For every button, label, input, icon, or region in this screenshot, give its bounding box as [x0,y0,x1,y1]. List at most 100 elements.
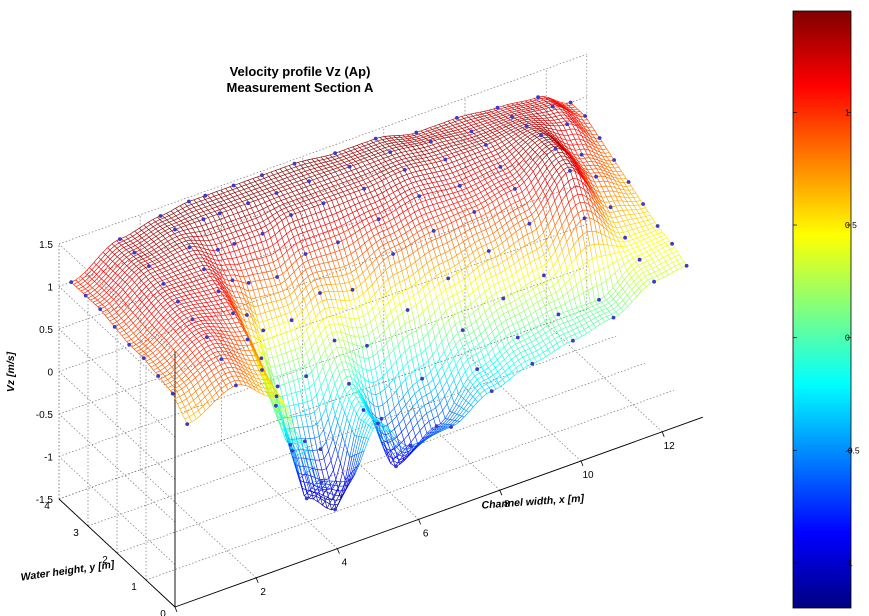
mesh-line [224,362,228,368]
mesh-line [290,230,294,238]
mesh-line [204,313,208,317]
mesh-line [312,289,316,297]
mesh-line [209,205,213,209]
mesh-line [539,105,542,108]
mesh-line [381,348,385,361]
mesh-line [213,388,217,393]
mesh-line [251,231,255,237]
mesh-line [511,255,515,264]
mesh-line [362,161,366,166]
mesh-line [275,170,279,174]
mesh-line [403,226,407,233]
mesh-line [483,237,487,245]
mesh-line [574,139,578,145]
mesh-line [332,244,336,253]
mesh-line [255,196,259,200]
mesh-line [276,202,280,207]
mesh-line [289,180,293,184]
mesh-line [276,355,280,366]
mesh-line [414,212,418,219]
mesh-line [588,137,592,142]
mesh-line [361,195,365,202]
mesh-line [284,181,288,186]
mesh-line [460,158,464,164]
mesh-line [451,139,454,143]
mesh-line [288,258,293,266]
mesh-line [602,149,605,154]
mesh-line [184,211,188,215]
mesh-line [493,184,497,189]
mesh-line [313,161,317,165]
mesh-line [417,422,421,431]
mesh-line [242,354,246,360]
mesh-line [492,201,496,209]
mesh-line [620,205,624,211]
mesh-line [217,214,221,220]
mesh-line [333,500,337,506]
mesh-line [462,133,466,137]
mesh-line [599,152,603,157]
mesh-line [173,220,177,223]
mesh-line [529,138,533,141]
mesh-line [438,264,442,273]
mesh-line [509,110,513,113]
mesh-line [417,152,421,156]
mesh-line [497,230,501,237]
mesh-line [670,268,674,273]
mesh-line [524,350,528,356]
mesh-line [600,169,604,174]
mesh-line [227,377,231,383]
mesh-line [191,204,195,208]
mesh-line [472,271,476,280]
mesh-line [143,273,147,277]
mesh-line [453,203,457,209]
mesh-line [196,226,200,232]
mesh-line [222,236,226,242]
mesh-line [650,240,654,244]
mesh-line [608,311,612,315]
mesh-line [644,266,648,271]
mesh-line [503,217,507,224]
mesh-line [490,258,494,267]
mesh-line [320,211,324,219]
mesh-line [337,276,341,284]
mesh-line [547,325,551,331]
mesh-line [508,247,513,256]
mesh-line [202,251,206,256]
mesh-line [187,229,191,234]
mesh-line [302,232,306,240]
mesh-line [585,138,589,144]
y-axis-line [58,498,176,608]
mesh-line [579,174,583,183]
mesh-line [170,251,174,256]
mesh-line [361,143,365,147]
mesh-line [310,282,314,290]
mesh-line [570,149,574,155]
mesh-line [574,128,578,135]
mesh-line [536,229,540,238]
mesh-line [461,415,465,418]
mesh-line [172,318,176,322]
mesh-line [395,454,399,458]
mesh-line [192,289,196,294]
mesh-line [466,209,470,214]
mesh-line [491,314,495,322]
mesh-line [499,351,503,356]
mesh-line [334,159,338,162]
mesh-line [340,300,344,309]
mesh-line [392,275,396,285]
mesh-line [133,256,137,259]
mesh-line [362,253,366,262]
mesh-line [262,321,266,330]
mesh-line [540,185,544,192]
mesh-line [318,406,322,419]
mesh-line [218,275,222,281]
mesh-line [295,260,300,268]
mesh-line [509,286,513,295]
mesh-line [227,198,231,203]
mesh-line [315,317,319,326]
mesh-line [449,232,453,241]
mesh-line [339,163,343,167]
mesh-line [456,255,460,263]
mesh-line [458,262,462,271]
